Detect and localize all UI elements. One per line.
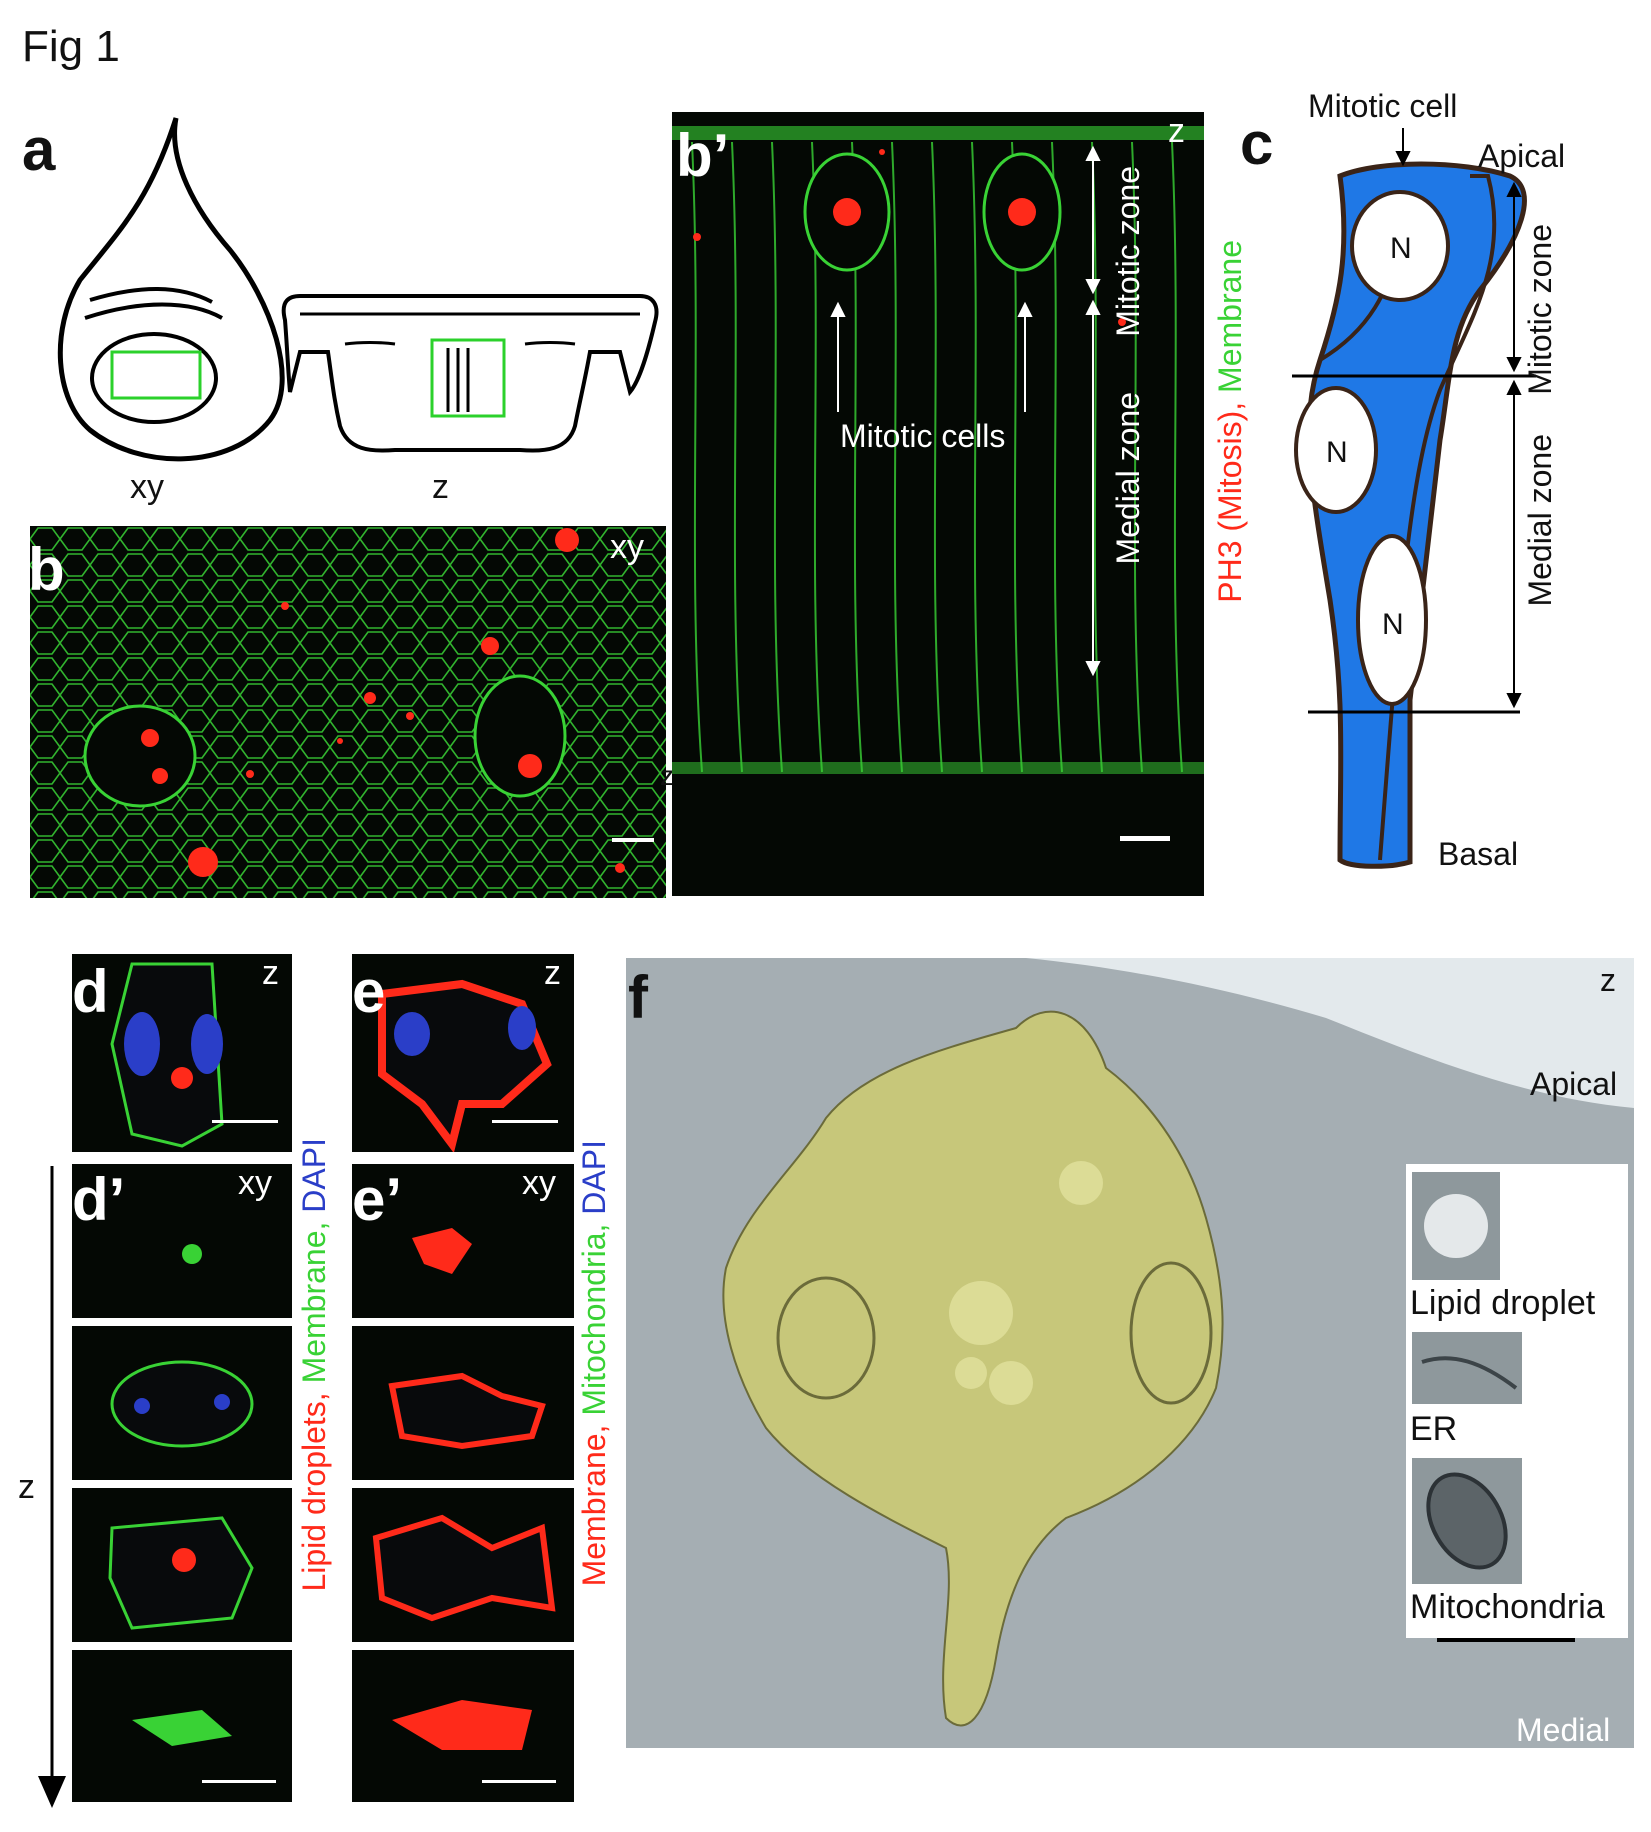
- panel-b-membrane-network: [30, 526, 666, 898]
- stain-membrane-label-e: Membrane,: [576, 1424, 612, 1587]
- inset-mito-label: Mitochondria: [1410, 1588, 1605, 1626]
- stain-dapi-label-e: DAPI: [576, 1140, 612, 1215]
- panel-a-label: a: [22, 116, 56, 183]
- panel-a-xy-label: xy: [130, 468, 164, 506]
- panel-c-apical-label: Apical: [1478, 138, 1566, 174]
- panel-e-prime-label: e’: [352, 1166, 403, 1233]
- panel-a-z-label: z: [432, 468, 449, 506]
- inset-mito-image: [1412, 1458, 1522, 1584]
- inset-lipid-image: [1412, 1172, 1500, 1280]
- panel-d-prime-slice-3: [72, 1488, 292, 1642]
- stain-membrane-label-d: Membrane,: [296, 1221, 332, 1384]
- panel-d-prime-slice-1: [72, 1164, 292, 1318]
- panel-b-prime-mitotic-cells: Mitotic cells: [840, 418, 1006, 454]
- panel-c-basal-label: Basal: [1438, 836, 1519, 872]
- panel-d-prime-slice-2: [72, 1326, 292, 1480]
- panel-b-prime-label: b’: [676, 122, 730, 189]
- panel-e-orientation: z: [544, 954, 561, 992]
- panel-d-label: d: [72, 958, 109, 1025]
- panel-d-prime-z-axis-label: z: [18, 1468, 35, 1506]
- panel-f-label: f: [628, 964, 648, 1031]
- panel-f-apical-label: Apical: [1530, 1066, 1618, 1102]
- panel-e-prime-slice-3: [352, 1488, 574, 1642]
- panel-b-prime-membrane-columns: [672, 126, 1204, 841]
- inset-lipid-label: Lipid droplet: [1410, 1284, 1596, 1322]
- panel-f-orientation: z: [1600, 962, 1616, 998]
- panel-e-image: [352, 954, 574, 1152]
- panel-e-prime-slice-1: [352, 1164, 574, 1318]
- inset-er-label: ER: [1410, 1410, 1458, 1448]
- panel-c-nucleus-1: N: [1390, 232, 1412, 265]
- panel-a-schematic: [57, 117, 659, 462]
- panel-c-nucleus-3: N: [1382, 608, 1404, 641]
- panel-e-stain-legend: Membrane, Mitochondria, DAPI: [576, 1140, 613, 1586]
- panel-b-prime-image: [672, 112, 1204, 896]
- panel-e-prime-orientation: xy: [522, 1164, 556, 1202]
- panel-f-medial-label: Medial: [1516, 1712, 1611, 1748]
- panel-d-orientation: z: [262, 954, 279, 992]
- panel-b-stray-label: z: [660, 760, 674, 791]
- panel-d-prime-orientation: xy: [238, 1164, 272, 1202]
- panel-d-stain-legend: Lipid droplets, Membrane, DAPI: [296, 1138, 333, 1592]
- stain-lipid-label: Lipid droplets,: [296, 1392, 332, 1592]
- panel-e-prime-slice-2: [352, 1326, 574, 1480]
- panel-d-image: [72, 954, 292, 1152]
- panel-b-image: [30, 526, 666, 898]
- figure-title: Fig 1: [22, 22, 120, 71]
- panel-c-mitotic-cell-label: Mitotic cell: [1308, 88, 1458, 124]
- stain-mitochondria-label: Mitochondria,: [576, 1223, 612, 1416]
- panel-e-label: e: [352, 958, 386, 1025]
- panel-e-prime-slice-4: [352, 1650, 574, 1802]
- panel-c-label: c: [1240, 110, 1274, 177]
- inset-er-image: [1412, 1332, 1522, 1404]
- panel-b-prime-orientation: z: [1168, 112, 1185, 150]
- panel-d-prime-slice-4: [72, 1650, 292, 1802]
- panel-b-orientation: xy: [610, 528, 644, 566]
- panel-b-label: b: [28, 536, 65, 603]
- panel-c-nucleus-2: N: [1326, 436, 1348, 469]
- stain-dapi-label-d: DAPI: [296, 1138, 332, 1213]
- panel-f-inset-legend: Lipid droplet ER Mitochondria: [1406, 1164, 1628, 1638]
- panel-d-prime-label: d’: [72, 1166, 126, 1233]
